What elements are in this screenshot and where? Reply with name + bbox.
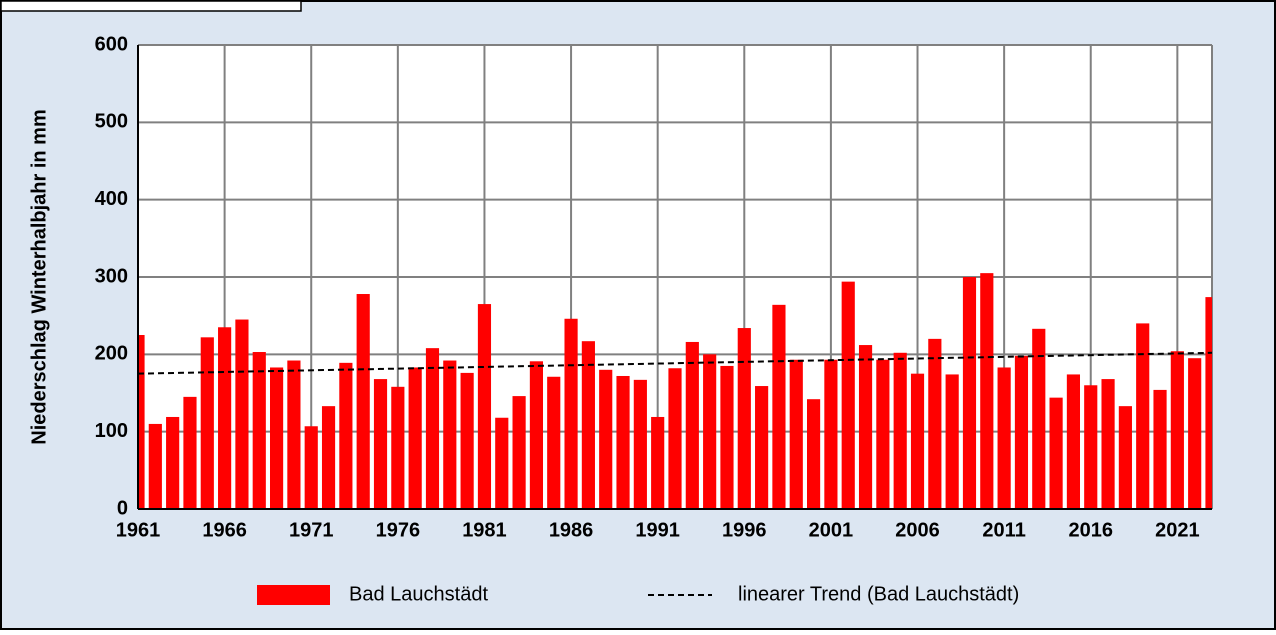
bar [425, 348, 440, 509]
x-tick-label: 1961 [116, 519, 161, 541]
x-tick-label: 1966 [202, 519, 247, 541]
bar [1153, 389, 1167, 509]
x-tick-label: 2011 [982, 519, 1025, 541]
bar [547, 376, 561, 509]
legend-label: Bad Lauchstädt [349, 583, 488, 605]
x-tick-label: 1991 [635, 519, 680, 541]
y-tick-label: 300 [95, 265, 128, 287]
x-tick-label: 2006 [895, 519, 940, 541]
bar [148, 423, 162, 509]
y-tick-label: 0 [117, 497, 128, 519]
y-tick-label: 500 [95, 111, 128, 133]
bar [408, 367, 422, 509]
bar [564, 318, 578, 509]
bar [166, 416, 180, 509]
bar [720, 365, 734, 509]
bar [685, 341, 699, 509]
bar [512, 396, 526, 509]
bar [304, 426, 318, 509]
bar [1014, 355, 1029, 509]
bar [928, 338, 942, 509]
bar [1170, 351, 1184, 509]
bar [339, 362, 353, 509]
bar [373, 379, 388, 509]
bar [755, 386, 769, 509]
bar [218, 327, 232, 509]
bar [1205, 297, 1212, 509]
bar [252, 352, 266, 509]
x-tick-label: 1996 [722, 519, 767, 541]
bar [651, 416, 665, 509]
bar [962, 277, 977, 509]
bar [945, 374, 959, 509]
bar [391, 386, 405, 509]
trend-line [137, 351, 1213, 375]
bar [287, 360, 301, 509]
bar [443, 360, 457, 509]
x-tick-label: 2021 [1155, 519, 1200, 541]
x-tick-label: 1971 [289, 519, 334, 541]
bar [1084, 385, 1098, 509]
bar [616, 375, 630, 509]
legend-label: linearer Trend (Bad Lauchstädt) [738, 583, 1019, 605]
x-tick-label: 2016 [1068, 519, 1113, 541]
header-cell [0, 0, 302, 12]
bar [668, 368, 682, 509]
bar [1049, 397, 1063, 509]
bar [1136, 323, 1150, 509]
bar [824, 359, 838, 509]
bar [1118, 406, 1132, 509]
x-tick-label: 2001 [809, 519, 854, 541]
bar [599, 369, 613, 509]
bar [806, 399, 821, 509]
bar [980, 273, 994, 509]
y-tick-label: 600 [95, 33, 128, 55]
bar [789, 359, 803, 509]
bar [477, 304, 492, 509]
y-tick-label: 200 [95, 343, 128, 365]
bar [1101, 379, 1115, 509]
y-tick-label: 100 [95, 420, 128, 442]
bar [876, 359, 890, 509]
bar [495, 417, 509, 509]
y-tick-label: 400 [95, 188, 128, 210]
bar [997, 367, 1011, 509]
bar [200, 337, 214, 509]
bar [321, 406, 336, 509]
bar [138, 335, 145, 509]
bar [356, 294, 370, 509]
bar [841, 281, 855, 509]
bar [460, 372, 474, 509]
bar [737, 328, 751, 509]
bar [183, 396, 197, 509]
bar [1032, 328, 1046, 509]
bar [910, 373, 925, 509]
x-tick-label: 1986 [549, 519, 594, 541]
bar [269, 367, 284, 509]
bar [1066, 374, 1081, 509]
bar [633, 379, 647, 509]
bar [529, 361, 544, 509]
legend-swatch [257, 585, 330, 605]
y-axis-title: Niederschlag Winterhalbjahr in mm [28, 109, 50, 444]
bar [235, 319, 249, 509]
x-tick-label: 1981 [462, 519, 507, 541]
bar [703, 354, 717, 509]
bar [1188, 358, 1202, 509]
bar [772, 304, 786, 509]
x-tick-label: 1976 [376, 519, 421, 541]
bar [581, 341, 595, 509]
bar [858, 345, 873, 509]
bar [893, 352, 907, 509]
